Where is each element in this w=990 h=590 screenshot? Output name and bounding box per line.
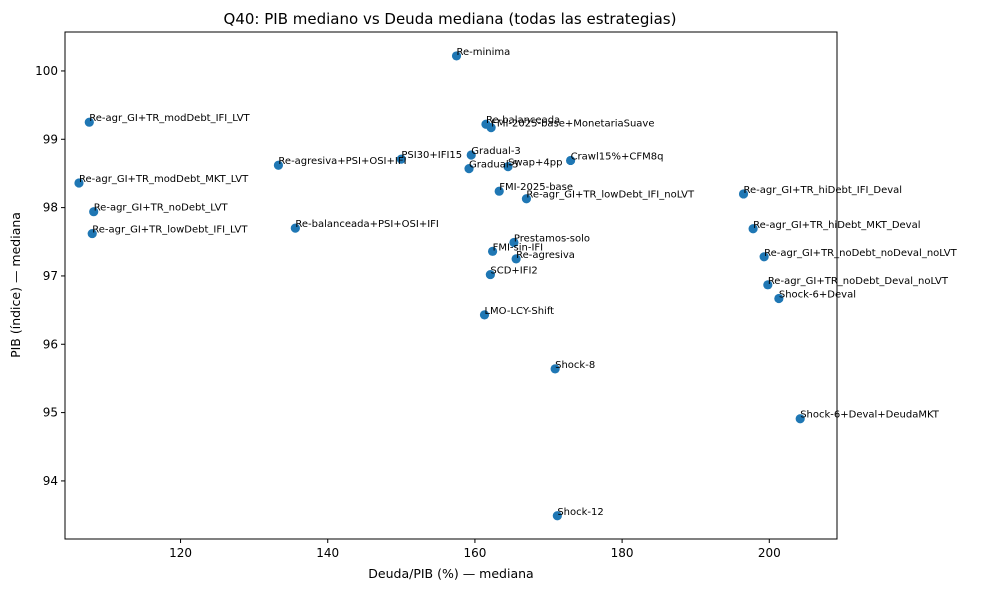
data-point-label: Re-balanceada+PSI+OSI+IFI bbox=[295, 219, 439, 230]
y-axis: 94 95 96 97 98 99 100 bbox=[35, 64, 65, 488]
data-point bbox=[759, 252, 769, 262]
data-point bbox=[509, 237, 519, 248]
data-point-label: PSI30+IFI15 bbox=[401, 150, 462, 161]
data-point bbox=[494, 186, 504, 196]
data-point-label: Re-agr_GI+TR_modDebt_IFI_LVT bbox=[89, 113, 250, 124]
data-point bbox=[565, 155, 576, 166]
x-tick-label: 120 bbox=[169, 546, 192, 560]
plot-frame bbox=[64, 31, 838, 540]
data-point bbox=[273, 160, 284, 170]
data-point-label: Crawl15%+CFM8q bbox=[571, 151, 664, 162]
data-point-label: Re-agr_GI+TR_hiDebt_IFI_Deval bbox=[744, 185, 903, 196]
data-point-label: Re-agr_GI+TR_lowDebt_IFI_LVT bbox=[92, 225, 248, 236]
data-point-label: Re-balanceada bbox=[486, 115, 560, 126]
x-tick-label: 200 bbox=[758, 546, 781, 560]
data-point-label: Re-agr_GI+TR_lowDebt_IFI_noLVT bbox=[526, 190, 695, 201]
plot-area: Re-minima Re-agr_GI+TR_modDebt_IFI_LVT Re-… bbox=[74, 47, 958, 521]
data-point bbox=[290, 223, 300, 233]
y-tick-label: 94 bbox=[43, 474, 58, 488]
data-point-label: Prestamos-solo bbox=[514, 233, 590, 244]
data-point-label: Gradual-3 bbox=[471, 146, 521, 157]
y-tick-label: 96 bbox=[43, 337, 58, 351]
data-point-label: Shock-12 bbox=[557, 507, 603, 518]
data-point-label: Re-agr_GI+TR_noDebt_Deval_noLVT bbox=[768, 276, 949, 287]
data-point bbox=[511, 254, 521, 264]
data-point-label: Re-agr_GI+TR_modDebt_MKT_LVT bbox=[79, 174, 249, 185]
data-point-label: Re-agresiva+PSI+OSI+IFI bbox=[278, 156, 406, 167]
data-point bbox=[74, 178, 84, 188]
data-point bbox=[748, 224, 758, 234]
data-point bbox=[89, 207, 99, 217]
data-point bbox=[451, 51, 462, 61]
y-tick-label: 95 bbox=[43, 406, 58, 420]
data-point-label: Gradual-5 bbox=[469, 160, 519, 171]
data-point-label: SCD+IFI2 bbox=[490, 266, 537, 277]
y-tick-label: 98 bbox=[43, 201, 58, 215]
data-point-label: Re-agresiva bbox=[516, 250, 575, 261]
y-tick-label: 97 bbox=[43, 269, 58, 283]
data-point bbox=[774, 293, 784, 304]
data-point bbox=[396, 154, 406, 164]
y-tick-label: 99 bbox=[43, 132, 58, 146]
y-tick-label: 100 bbox=[35, 64, 58, 78]
chart-title: Q40: PIB mediano vs Deuda mediana (todas… bbox=[224, 10, 677, 28]
data-point bbox=[487, 246, 498, 256]
data-point-label: Shock-6+Deval bbox=[779, 289, 856, 300]
x-tick-label: 180 bbox=[611, 546, 634, 560]
data-point-label: FMI-2025-base+MonetariaSuave bbox=[491, 119, 654, 130]
data-point-label: Shock-6+Deval+DeudaMKT bbox=[800, 410, 940, 421]
data-point-label: Re-minima bbox=[457, 47, 511, 58]
data-point bbox=[795, 414, 805, 424]
x-tick-label: 140 bbox=[316, 546, 339, 560]
y-axis-label: PIB (índice) — mediana bbox=[8, 212, 23, 358]
x-tick-label: 160 bbox=[463, 546, 486, 560]
data-point bbox=[466, 150, 476, 160]
data-point bbox=[464, 164, 474, 174]
data-point bbox=[87, 228, 97, 239]
data-point-label: Re-agr_GI+TR_noDebt_noDeval_noLVT bbox=[764, 248, 957, 259]
data-point bbox=[503, 162, 513, 172]
data-point bbox=[738, 189, 749, 199]
data-point bbox=[552, 511, 562, 521]
data-point bbox=[486, 123, 496, 133]
data-point-label: Shock-8 bbox=[555, 360, 595, 371]
x-axis-label: Deuda/PIB (%) — mediana bbox=[368, 566, 533, 581]
data-point-label: FMI-sin-IFI bbox=[493, 242, 544, 253]
data-point-label: Swap+4pp bbox=[508, 158, 562, 169]
data-point bbox=[550, 364, 560, 374]
data-point-label: FMI-2025-base bbox=[499, 182, 573, 193]
data-point bbox=[521, 194, 532, 204]
data-point-label: Re-agr_GI+TR_noDebt_LVT bbox=[94, 203, 229, 214]
data-point-label: LMO-LCY-Shift bbox=[484, 306, 554, 317]
x-axis: 120 140 160 180 200 bbox=[169, 539, 781, 560]
data-point bbox=[485, 269, 495, 280]
data-point bbox=[763, 280, 773, 290]
data-point bbox=[84, 117, 94, 127]
data-point bbox=[479, 310, 490, 320]
